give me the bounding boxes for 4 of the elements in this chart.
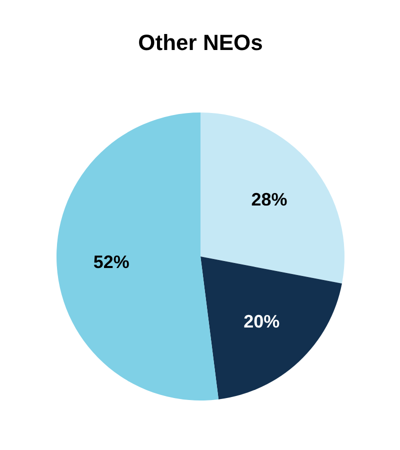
chart-title: Other NEOs — [138, 30, 263, 55]
data-label: 28% — [251, 190, 288, 210]
data-label: 20% — [244, 312, 280, 332]
data-label: 52% — [93, 252, 130, 272]
